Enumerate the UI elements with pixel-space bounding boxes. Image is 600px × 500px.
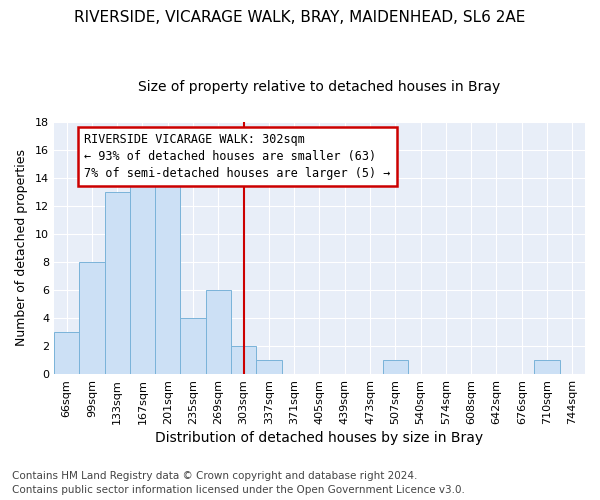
Bar [256, 360, 281, 374]
Bar [130, 164, 155, 374]
Bar [104, 192, 130, 374]
Text: RIVERSIDE VICARAGE WALK: 302sqm
← 93% of detached houses are smaller (63)
7% of : RIVERSIDE VICARAGE WALK: 302sqm ← 93% of… [84, 133, 391, 180]
Bar [383, 360, 408, 374]
X-axis label: Distribution of detached houses by size in Bray: Distribution of detached houses by size … [155, 431, 484, 445]
Bar [535, 360, 560, 374]
Bar [54, 332, 79, 374]
Bar [206, 290, 231, 374]
Bar [181, 318, 206, 374]
Bar [155, 178, 181, 374]
Title: Size of property relative to detached houses in Bray: Size of property relative to detached ho… [139, 80, 500, 94]
Bar [79, 262, 104, 374]
Text: RIVERSIDE, VICARAGE WALK, BRAY, MAIDENHEAD, SL6 2AE: RIVERSIDE, VICARAGE WALK, BRAY, MAIDENHE… [74, 10, 526, 25]
Text: Contains HM Land Registry data © Crown copyright and database right 2024.
Contai: Contains HM Land Registry data © Crown c… [12, 471, 465, 495]
Y-axis label: Number of detached properties: Number of detached properties [15, 150, 28, 346]
Bar [231, 346, 256, 374]
